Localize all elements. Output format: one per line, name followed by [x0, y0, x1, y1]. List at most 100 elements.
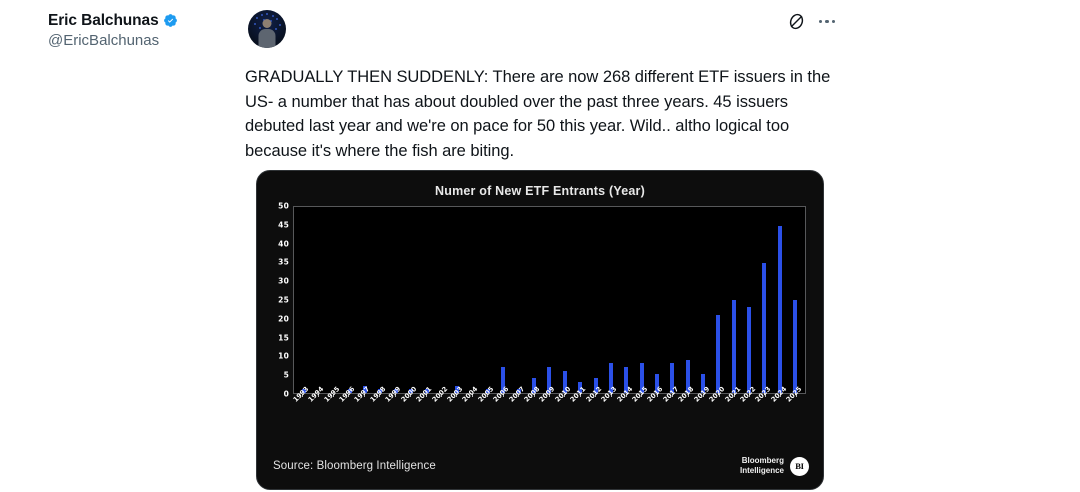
- bar-slot: [311, 207, 326, 393]
- grok-icon[interactable]: [787, 12, 806, 31]
- y-tick-label: 35: [278, 257, 289, 267]
- x-tick: [773, 394, 788, 397]
- bar-slot: [373, 207, 388, 393]
- x-tick: [696, 394, 711, 397]
- bar-slot: [342, 207, 357, 393]
- y-tick-label: 30: [278, 276, 289, 286]
- x-label-slot: 2014: [615, 385, 634, 421]
- bar-slot: [465, 207, 480, 393]
- brand-line-1: Bloomberg: [741, 456, 784, 465]
- x-label-slot: 1998: [368, 385, 387, 421]
- bar-slot: [511, 207, 526, 393]
- bar-slot: [434, 207, 449, 393]
- bar-slot: [542, 207, 557, 393]
- avatar[interactable]: [248, 10, 286, 48]
- x-label-slot: 2018: [677, 385, 696, 421]
- bar: [393, 389, 398, 393]
- x-tick: [588, 394, 603, 397]
- x-label-slot: 2020: [708, 385, 727, 421]
- brand-line-2: Intelligence: [739, 466, 784, 475]
- y-tick-label: 25: [278, 295, 289, 305]
- x-label-slot: 2009: [538, 385, 557, 421]
- brand-text: Bloomberg Intelligence: [740, 456, 784, 476]
- bar-slot: [557, 207, 572, 393]
- x-label-slot: 1993: [291, 385, 310, 421]
- x-label-slot: 2025: [785, 385, 804, 421]
- y-tick-label: 40: [278, 239, 289, 249]
- x-tick: [326, 394, 341, 397]
- bar: [578, 381, 583, 393]
- x-tick: [665, 394, 680, 397]
- x-tick: [634, 394, 649, 397]
- x-axis-ticks: [293, 394, 806, 397]
- author-display-name[interactable]: Eric Balchunas: [48, 12, 159, 29]
- x-label-slot: 2024: [769, 385, 788, 421]
- bar-slot: [404, 207, 419, 393]
- avatar-head: [262, 19, 272, 28]
- x-label-slot: 2023: [754, 385, 773, 421]
- x-tick: [742, 394, 757, 397]
- bar-slot: [695, 207, 710, 393]
- x-tick: [403, 394, 418, 397]
- x-tick: [758, 394, 773, 397]
- bar: [532, 378, 537, 393]
- x-tick: [542, 394, 557, 397]
- x-label-slot: 2012: [584, 385, 603, 421]
- plot-area: 0 5 10 15 20 25 30 35 40 45 50 1993 1994 1995 1996 199…: [265, 202, 810, 421]
- y-tick-label: 5: [283, 370, 289, 380]
- tweet-actions: [787, 12, 835, 31]
- bar-slot: [388, 207, 403, 393]
- bar: [378, 389, 383, 393]
- x-label-slot: 2011: [569, 385, 588, 421]
- x-axis-labels: 1993 1994 1995 1996 1997 1998 1999 2000 2001 2002…: [291, 385, 806, 421]
- bar-slot: [757, 207, 772, 393]
- bar: [363, 385, 368, 393]
- more-options-icon[interactable]: [818, 16, 835, 27]
- x-label-slot: 2006: [492, 385, 511, 421]
- x-tick: [557, 394, 572, 397]
- bar: [301, 389, 306, 393]
- bar: [424, 389, 429, 393]
- y-tick-label: 20: [278, 314, 289, 324]
- plot-frame: [293, 206, 806, 394]
- author-handle[interactable]: @EricBalchunas: [48, 32, 160, 49]
- x-label-slot: 1999: [384, 385, 403, 421]
- bar: [547, 366, 552, 393]
- bar-slot: [603, 207, 618, 393]
- x-tick: [434, 394, 449, 397]
- x-label-slot: 2002: [430, 385, 449, 421]
- bar-slot: [665, 207, 680, 393]
- x-tick: [727, 394, 742, 397]
- verified-badge-icon: [163, 14, 177, 27]
- bar: [701, 374, 706, 393]
- x-label-slot: 2019: [692, 385, 711, 421]
- x-tick: [310, 394, 325, 397]
- bar: [762, 262, 767, 393]
- bi-badge: BI: [790, 456, 809, 476]
- x-tick: [357, 394, 372, 397]
- y-axis-labels: 0 5 10 15 20 25 30 35 40 45 50: [265, 202, 292, 399]
- x-tick: [388, 394, 403, 397]
- bar-slot: [357, 207, 372, 393]
- x-label-slot: 2000: [399, 385, 418, 421]
- x-label-slot: 2013: [600, 385, 619, 421]
- x-label-slot: 1994: [307, 385, 326, 421]
- bar: [685, 359, 690, 393]
- bar: [747, 307, 752, 393]
- x-tick: [511, 394, 526, 397]
- bar: [624, 366, 629, 393]
- x-label-slot: 2007: [507, 385, 526, 421]
- bar-slot: [741, 207, 756, 393]
- x-label-slot: 1995: [322, 385, 341, 421]
- bar-slot: [296, 207, 311, 393]
- chart-media-card[interactable]: Numer of New ETF Entrants (Year) 0 5 10 15 2…: [256, 170, 824, 490]
- bar-slot: [480, 207, 495, 393]
- bar: [793, 300, 798, 393]
- bar-slot: [572, 207, 587, 393]
- x-tick: [603, 394, 618, 397]
- x-tick: [418, 394, 433, 397]
- author-block: Eric Balchunas @EricBalchunas: [48, 10, 1080, 51]
- bar: [639, 363, 644, 393]
- bar-slot: [711, 207, 726, 393]
